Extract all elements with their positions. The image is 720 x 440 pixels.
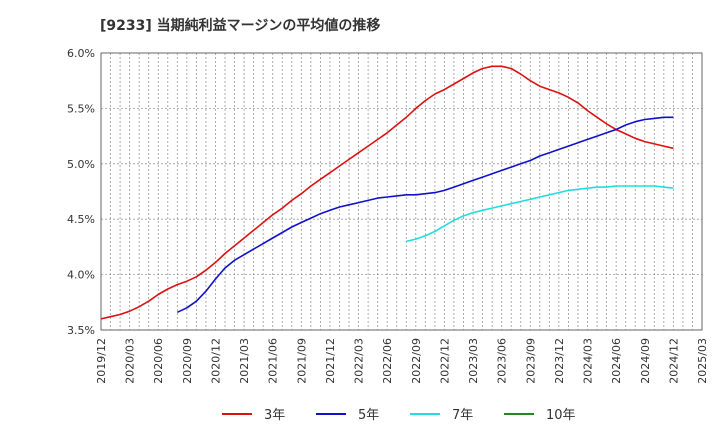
series-layer: [100, 65, 674, 320]
x-tick-label: 2022/03: [353, 338, 366, 384]
legend: 3年 5年 7年 10年: [222, 408, 576, 423]
x-tick-label: 2021/09: [295, 338, 308, 384]
legend-label: 10年: [546, 408, 576, 423]
x-tick-label: 2024/06: [610, 338, 623, 384]
series-line-5年: [176, 116, 674, 314]
x-tick-label: 2020/12: [209, 338, 222, 384]
plot-border: [100, 52, 703, 331]
y-tick-label: 5.0%: [67, 158, 95, 171]
x-tick-label: 2024/09: [639, 338, 652, 384]
legend-label: 7年: [452, 408, 473, 423]
x-tick-label: 2022/12: [438, 338, 451, 384]
x-tick-label: 2019/12: [95, 338, 108, 384]
x-tick-label: 2021/06: [267, 338, 280, 384]
legend-label: 5年: [358, 408, 379, 423]
legend-item-5年: 5年: [316, 408, 379, 423]
x-tick-label: 2023/09: [524, 338, 537, 384]
x-tick-label: 2023/06: [496, 338, 509, 384]
x-tick-label: 2024/12: [667, 338, 680, 384]
y-tick-label: 3.5%: [67, 324, 95, 337]
legend-label: 3年: [264, 408, 285, 423]
x-tick-label: 2020/09: [181, 338, 194, 384]
legend-item-3年: 3年: [222, 408, 285, 423]
x-tick-label: 2025/03: [696, 338, 709, 384]
x-tick-label: 2024/03: [582, 338, 595, 384]
y-axis: 3.5% 4.0% 4.5% 5.0% 5.5% 6.0%: [67, 47, 95, 337]
y-tick-label: 6.0%: [67, 47, 95, 60]
y-tick-label: 4.0%: [67, 269, 95, 282]
x-tick-label: 2022/06: [381, 338, 394, 384]
plot-area: [100, 52, 703, 331]
y-tick-label: 5.5%: [67, 102, 95, 115]
x-axis: 2019/12 2020/03 2020/06 2020/09 2020/12 2021/…: [95, 338, 709, 384]
chart-title: [9233] 当期純利益マージンの平均値の推移: [100, 17, 380, 34]
series-line-3年: [100, 65, 674, 320]
x-tick-label: 2023/03: [467, 338, 480, 384]
x-tick-label: 2020/06: [152, 338, 165, 384]
plot-background: [101, 53, 702, 330]
y-tick-label: 4.5%: [67, 213, 95, 226]
x-tick-label: 2022/09: [410, 338, 423, 384]
x-tick-label: 2023/12: [553, 338, 566, 384]
x-tick-label: 2021/12: [324, 338, 337, 384]
x-tick-label: 2021/03: [238, 338, 251, 384]
legend-item-7年: 7年: [410, 408, 473, 423]
legend-item-10年: 10年: [504, 408, 576, 423]
x-tick-label: 2020/03: [124, 338, 137, 384]
series-line-7年: [406, 185, 674, 243]
